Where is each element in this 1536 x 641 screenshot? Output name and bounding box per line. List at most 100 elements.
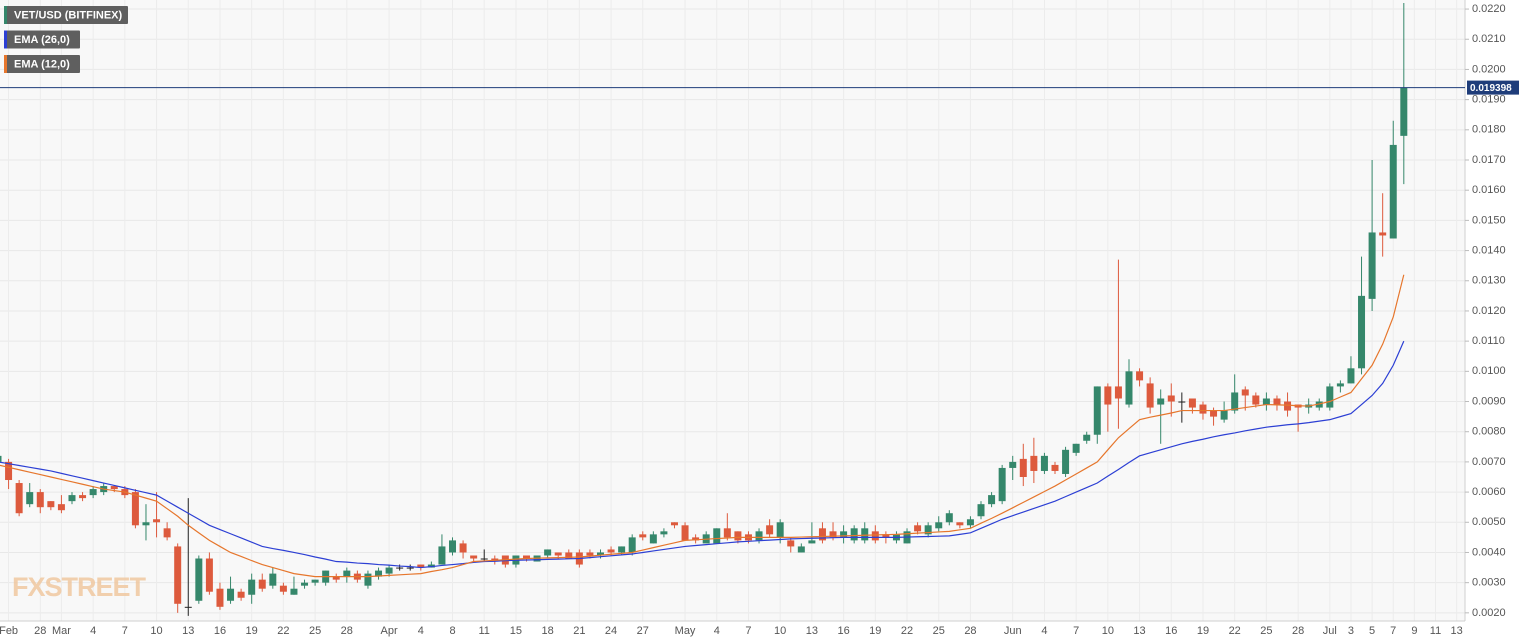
candle-body (1358, 295, 1366, 369)
candle-body (544, 549, 552, 556)
candle-body (988, 495, 996, 505)
x-tick-label: 7 (1073, 625, 1079, 637)
candle-body (850, 528, 858, 541)
candle-body (1019, 458, 1027, 477)
candle-body (248, 579, 256, 595)
x-tick-label: 27 (637, 625, 649, 637)
marks (0, 3, 1408, 616)
x-tick-label: 5 (1369, 625, 1375, 637)
candle-body (808, 540, 816, 544)
y-tick-label: 0.0150 (1472, 214, 1506, 226)
candle-body (258, 579, 266, 589)
x-tick-label: 4 (1041, 625, 1047, 637)
candle-body (1336, 383, 1344, 387)
candle-body (1326, 386, 1334, 408)
candle-body (89, 489, 97, 496)
candle-body (787, 540, 795, 547)
last-price-box (1467, 80, 1519, 95)
x-tick-label: 13 (1451, 625, 1463, 637)
x-tick-label: Jul (1323, 625, 1337, 637)
candle-body (1040, 455, 1048, 471)
candle-body (914, 525, 922, 532)
candle-body (935, 522, 943, 529)
candle-body (427, 564, 435, 568)
candle-body (1389, 144, 1397, 239)
x-tick-label: 11 (1430, 625, 1441, 637)
x-tick-label: 22 (1229, 625, 1241, 637)
candle-body (290, 588, 298, 595)
x-tick-label: 24 (605, 625, 617, 637)
candle-body (1167, 395, 1175, 402)
y-tick-label: 0.0040 (1472, 546, 1506, 558)
legend-box (4, 55, 80, 73)
candle-body (1051, 464, 1059, 471)
y-tick-label: 0.0180 (1472, 124, 1506, 136)
x-tick-label: 10 (774, 625, 786, 637)
candle-body (142, 522, 150, 526)
candle-body (1083, 434, 1091, 441)
legend-box (4, 6, 128, 24)
legend-label: VET/USD (BITFINEX) (14, 9, 123, 21)
x-tick-label: 21 (573, 625, 585, 637)
candle-body (15, 483, 23, 514)
candle-body (269, 573, 277, 586)
candle-body (195, 558, 203, 601)
candle-body (205, 558, 213, 592)
x-tick-label: 4 (90, 625, 96, 637)
legend-swatch (4, 6, 7, 24)
y-tick-label: 0.0100 (1472, 365, 1506, 377)
candle-body (26, 492, 34, 505)
candle-body (301, 582, 309, 586)
candle-body (1136, 371, 1144, 381)
candle-body (1347, 368, 1355, 384)
y-tick-label: 0.0090 (1472, 395, 1506, 407)
candle-body (332, 576, 340, 580)
candle-body (311, 579, 319, 583)
candle-body (5, 461, 13, 481)
candle-body (554, 552, 562, 556)
candle-body (343, 570, 351, 577)
candle-body (882, 534, 890, 538)
candle-body (1199, 404, 1207, 414)
candle-body (797, 546, 805, 553)
candle-body (184, 606, 192, 608)
candle-body (0, 455, 2, 462)
y-tick-label: 0.0190 (1472, 94, 1506, 106)
y-tick-label: 0.0170 (1472, 154, 1506, 166)
x-tick-label: 28 (964, 625, 976, 637)
candle-body (871, 531, 879, 541)
candle-body (79, 495, 87, 499)
candle-body (966, 519, 974, 526)
x-tick-label: 16 (214, 625, 226, 637)
candle-body (1146, 383, 1154, 408)
candle-body (945, 513, 953, 523)
candle-body (1093, 386, 1101, 435)
candle-body (68, 495, 76, 502)
legend: VET/USD (BITFINEX) EMA (26,0) EMA (12,0) (4, 6, 128, 73)
y-tick-label: 0.0070 (1472, 456, 1506, 468)
candle-body (649, 534, 657, 544)
candle-body (670, 522, 678, 526)
x-tick-label: 13 (806, 625, 818, 637)
candle-body (766, 525, 774, 535)
candle-body (1368, 232, 1376, 299)
y-tick-label: 0.0140 (1472, 244, 1506, 256)
x-tick-label: Feb (0, 625, 18, 637)
candle-body (163, 528, 171, 538)
candle-body (36, 492, 44, 508)
candle-body (279, 585, 287, 592)
candle-body (227, 588, 235, 601)
candle-body (1072, 443, 1080, 453)
x-tick-label: 25 (309, 625, 321, 637)
candle-body (998, 467, 1006, 502)
candle-body (723, 528, 731, 538)
candle-body (523, 555, 530, 559)
candle-body (692, 537, 700, 541)
candle-body (1220, 410, 1228, 420)
x-tick-label: 18 (542, 625, 554, 637)
x-tick-label: 13 (182, 625, 194, 637)
x-tick-label: 7 (1390, 625, 1396, 637)
candle-body (1262, 398, 1270, 405)
